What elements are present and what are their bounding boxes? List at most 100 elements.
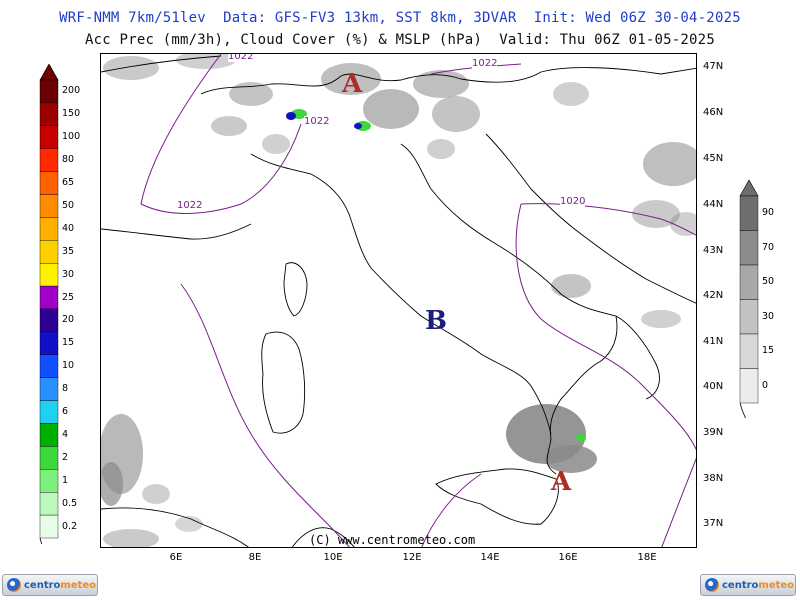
isobar-line <box>515 203 696 451</box>
cloud-cover-legend: 90 70 50 30 15 0 <box>738 178 798 418</box>
high-pressure-marker: A <box>551 467 572 497</box>
precipitation-swatch <box>39 102 59 127</box>
precipitation-swatch <box>39 354 59 378</box>
field-valid-title: Acc Prec (mm/3h), Cloud Cover (%) & MSLP… <box>85 32 715 48</box>
lat-label: 46N <box>703 107 724 118</box>
isobar-line <box>661 457 696 547</box>
precipitation-swatch <box>39 308 59 333</box>
cloud-swatch <box>739 230 759 266</box>
isobar-layer <box>140 54 696 547</box>
globe-icon <box>705 578 719 592</box>
precipitation-swatch <box>39 400 59 424</box>
precipitation-swatch <box>39 148 59 172</box>
lon-label: 10E <box>323 552 343 563</box>
cloud-colorbar-tip <box>739 179 759 197</box>
lon-label: 12E <box>402 552 422 563</box>
cloud-cover-colorbar <box>739 179 759 418</box>
precipitation-legend-label: 15 <box>62 337 75 349</box>
precipitation-swatch <box>39 377 59 401</box>
lat-label: 42N <box>703 290 724 301</box>
precipitation-legend: 200 150 100 80 65 50 40 35 30 25 20 15 10 8 6 4 2 1 0.5 0.2 <box>38 64 98 544</box>
globe-icon <box>7 578 21 592</box>
lat-label: 47N <box>703 61 724 72</box>
isobar-label: 1022 <box>304 116 330 127</box>
precipitation-legend-label: 0.2 <box>62 520 78 532</box>
precipitation-legend-label: 8 <box>62 383 69 395</box>
precipitation-swatch <box>39 285 59 310</box>
cloud-colorbar-tail <box>739 402 746 418</box>
lat-label: 43N <box>703 245 724 256</box>
precipitation-swatch <box>39 240 59 264</box>
lon-label: 18E <box>637 552 657 563</box>
lon-label: 14E <box>480 552 500 563</box>
cloud-legend-label: 70 <box>762 241 775 253</box>
lat-label: 37N <box>703 518 724 529</box>
precipitation-legend-label: 25 <box>62 291 75 303</box>
cloud-legend-label: 90 <box>762 207 775 219</box>
isobar-line <box>140 54 302 214</box>
precipitation-swatch <box>39 79 59 104</box>
map-frame: 1022 1022 1022 1022 1020 A B A (C) www.c… <box>100 53 697 548</box>
precipitation-legend-label: 10 <box>62 360 75 372</box>
lon-label: 16E <box>558 552 578 563</box>
precipitation-legend-label: 40 <box>62 222 75 234</box>
high-pressure-marker: A <box>342 69 363 99</box>
lat-label: 44N <box>703 199 724 210</box>
precipitation-legend-label: 1 <box>62 474 69 486</box>
precipitation-legend-label: 150 <box>62 108 81 120</box>
isobar-line <box>520 203 696 236</box>
cloud-legend-label: 0 <box>762 379 769 391</box>
cloud-swatch <box>739 264 759 300</box>
precipitation-legend-label: 35 <box>62 245 75 257</box>
precipitation-swatch <box>39 492 59 516</box>
precipitation-legend-label: 200 <box>62 85 81 97</box>
precipitation-swatch <box>39 469 59 493</box>
cloud-swatch <box>739 368 759 404</box>
precipitation-colorbar-tip <box>39 64 59 81</box>
low-pressure-marker: B <box>425 306 447 336</box>
precipitation-swatch <box>39 171 59 195</box>
cloud-swatch <box>739 195 759 231</box>
precipitation-swatch <box>39 331 59 355</box>
precipitation-swatch <box>39 514 59 539</box>
precipitation-legend-label: 50 <box>62 199 75 211</box>
lat-label: 40N <box>703 381 724 392</box>
precipitation-legend-label: 2 <box>62 451 69 463</box>
isobar-line <box>180 283 350 547</box>
isobar-label: 1022 <box>472 58 498 69</box>
model-info-title: WRF-NMM 7km/51lev Data: GFS-FV3 13km, SS… <box>59 10 741 26</box>
precipitation-legend-label: 30 <box>62 268 75 280</box>
isobar-label: 1022 <box>177 200 203 211</box>
cloud-legend-label: 50 <box>762 276 775 288</box>
cloud-swatch <box>739 333 759 369</box>
isobar-label: 1020 <box>560 196 586 207</box>
centrometeo-logo-right[interactable]: centro meteo <box>700 574 796 596</box>
precipitation-legend-label: 4 <box>62 428 69 440</box>
lat-label: 39N <box>703 427 724 438</box>
cloud-legend-label: 30 <box>762 310 775 322</box>
precipitation-swatch <box>39 423 59 447</box>
cloud-cover-layer <box>101 54 696 547</box>
precipitation-swatch <box>39 125 59 149</box>
weather-map <box>101 54 696 547</box>
lat-label: 45N <box>703 153 724 164</box>
lat-label: 38N <box>703 473 724 484</box>
precipitation-legend-label: 80 <box>62 154 75 166</box>
precipitation-legend-label: 0.5 <box>62 497 78 509</box>
cloud-legend-label: 15 <box>762 345 775 357</box>
precipitation-layer <box>286 109 586 442</box>
centrometeo-logo-left[interactable]: centro meteo <box>2 574 98 596</box>
isobar-line <box>421 473 482 547</box>
precipitation-colorbar <box>39 64 59 544</box>
precipitation-swatch <box>39 194 59 218</box>
lat-label: 41N <box>703 336 724 347</box>
isobar-label: 1022 <box>228 53 254 62</box>
precipitation-swatch <box>39 262 59 287</box>
lon-label: 8E <box>248 552 262 563</box>
precipitation-legend-label: 6 <box>62 406 69 418</box>
precipitation-legend-label: 20 <box>62 314 75 326</box>
coastline-layer <box>101 55 696 547</box>
precipitation-colorbar-tail <box>39 537 43 544</box>
lon-label: 6E <box>169 552 183 563</box>
precipitation-legend-label: 100 <box>62 131 81 143</box>
